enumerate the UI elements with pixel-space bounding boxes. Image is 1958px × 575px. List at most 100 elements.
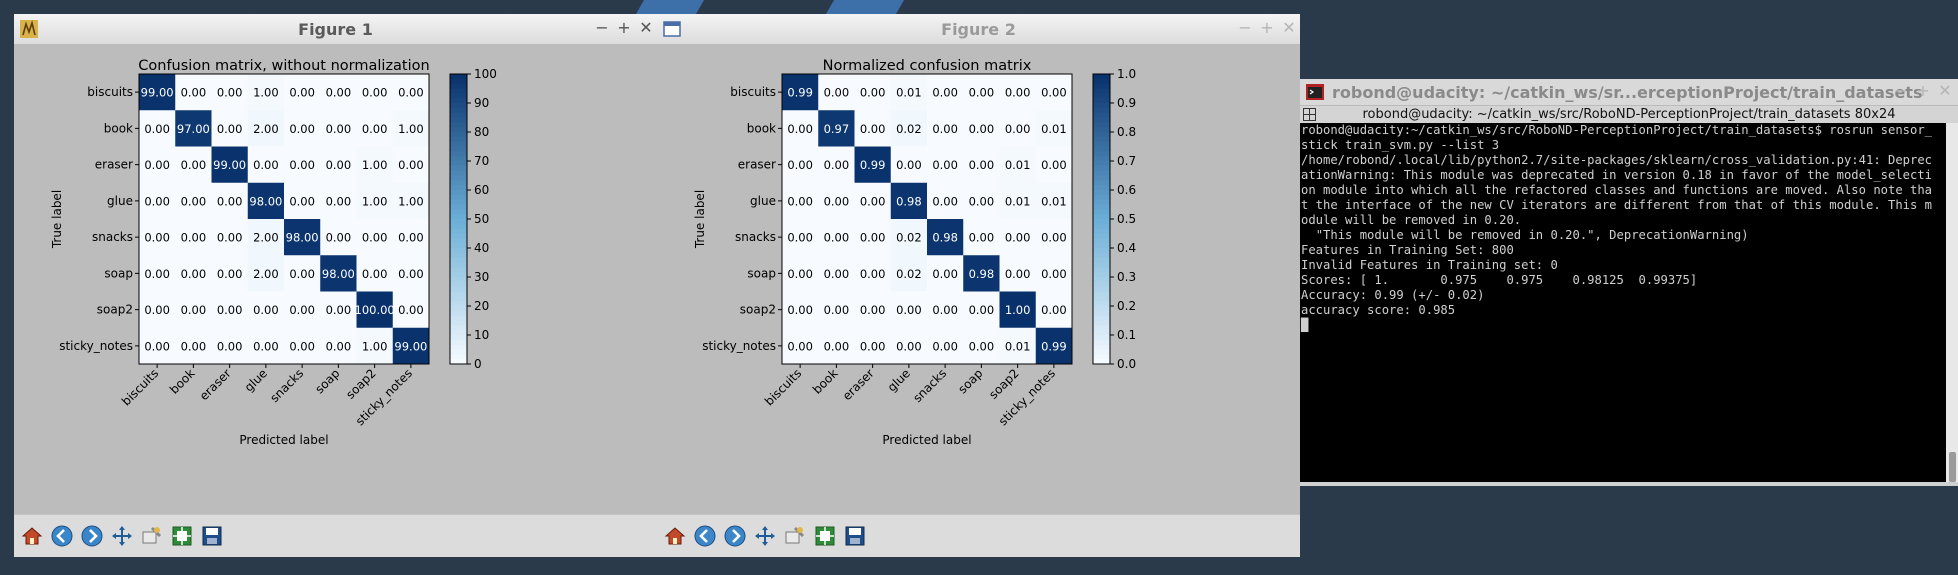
- colorbar-segment: [450, 83, 467, 90]
- save-icon[interactable]: [200, 524, 224, 548]
- colorbar-segment: [1093, 267, 1110, 273]
- close-button[interactable]: ✕: [1282, 18, 1296, 37]
- matrix-cell: [175, 327, 212, 365]
- matrix-cell: [854, 146, 892, 184]
- colorbar-tick-label: 60: [474, 183, 489, 197]
- matrix-cell: [175, 74, 212, 111]
- maximize-button[interactable]: +: [1260, 18, 1274, 37]
- maximize-button[interactable]: +: [617, 18, 631, 37]
- figure-canvas: Confusion matrix, without normalization 9…: [14, 44, 657, 557]
- colorbar-segment: [1093, 277, 1110, 283]
- pan-icon[interactable]: [753, 524, 777, 548]
- colorbar-segment: [1093, 223, 1110, 230]
- colorbar-tick-label: 0.8: [1117, 125, 1136, 139]
- matrix-cell: [247, 182, 285, 220]
- colorbar-segment: [1093, 344, 1110, 351]
- colorbar-tick-label: 0.5: [1117, 212, 1136, 226]
- colorbar-segment: [450, 180, 467, 186]
- zoom-icon[interactable]: [140, 524, 164, 548]
- colorbar-segment: [1093, 291, 1110, 297]
- figure-1-window[interactable]: Figure 1 − + ✕ Confusion matrix, without…: [14, 14, 657, 557]
- matrix-cell: [392, 291, 430, 329]
- x-tick-label: snacks: [910, 366, 949, 405]
- colorbar-segment: [1093, 151, 1110, 157]
- terminal-scrollbar[interactable]: [1946, 123, 1958, 486]
- cell-value-label: 0.01: [1041, 122, 1067, 136]
- back-icon[interactable]: [693, 524, 717, 548]
- minimize-button[interactable]: −: [595, 18, 609, 37]
- matrix-cell: [927, 182, 964, 220]
- cell-value-label: 0.00: [326, 86, 352, 100]
- confusion-matrix-chart: Confusion matrix, without normalization 9…: [50, 58, 497, 447]
- matrix-cell: [320, 255, 357, 292]
- figure-1-titlebar[interactable]: Figure 1 − + ✕: [14, 14, 657, 45]
- cell-value-label: 0.00: [969, 194, 995, 208]
- y-tick-label: soap: [104, 266, 133, 280]
- cell-value-label: 1.00: [362, 194, 388, 208]
- terminal-output[interactable]: robond@udacity:~/catkin_ws/src/RoboND-Pe…: [1301, 123, 1933, 332]
- cell-value-label: 2.00: [253, 267, 279, 281]
- figure-2-titlebar[interactable]: Figure 2 − + ✕: [657, 14, 1300, 45]
- forward-icon[interactable]: [80, 524, 104, 548]
- home-icon[interactable]: [663, 524, 687, 548]
- matrix-cell: [890, 146, 928, 184]
- terminal-titlebar[interactable]: robond@udacity: ~/catkin_ws/sr...ercepti…: [1300, 79, 1958, 105]
- matrix-cell: [175, 182, 212, 220]
- cell-value-label: 0.00: [398, 303, 424, 317]
- colorbar-segment: [450, 141, 467, 148]
- cell-value-label: 0.00: [860, 303, 886, 317]
- zoom-icon[interactable]: [783, 524, 807, 548]
- cell-value-label: 0.98: [969, 267, 995, 281]
- home-icon[interactable]: [20, 524, 44, 548]
- minimize-button[interactable]: −: [1894, 81, 1908, 100]
- cell-value-label: 0.00: [787, 303, 813, 317]
- colorbar-segment: [450, 190, 467, 196]
- colorbar-segment: [1093, 146, 1110, 152]
- figure-2-window[interactable]: Figure 2 − + ✕ Normalized confusion matr…: [657, 14, 1300, 557]
- cell-value-label: 0.99: [787, 86, 813, 100]
- matrix-cell: [139, 219, 176, 256]
- matrix-cell: [782, 74, 819, 111]
- x-axis-label: Predicted label: [239, 433, 328, 447]
- colorbar-segment: [1093, 136, 1110, 143]
- split-pane-icon[interactable]: [1303, 108, 1316, 121]
- matrix-cell: [1035, 182, 1073, 220]
- colorbar-tick-label: 50: [474, 212, 489, 226]
- forward-icon[interactable]: [723, 524, 747, 548]
- matrix-cell: [818, 74, 855, 111]
- colorbar-segment: [1093, 93, 1110, 99]
- cell-value-label: 0.00: [289, 158, 315, 172]
- back-icon[interactable]: [50, 524, 74, 548]
- maximize-button[interactable]: +: [1916, 81, 1930, 100]
- cell-value-label: 0.00: [181, 158, 207, 172]
- terminal-tab-title: robond@udacity: ~/catkin_ws/src/RoboND-P…: [1362, 107, 1896, 122]
- figure-toolbar: [14, 514, 657, 557]
- matrix-cell: [139, 146, 176, 184]
- cell-value-label: 0.00: [1041, 158, 1067, 172]
- minimize-button[interactable]: −: [1238, 18, 1252, 37]
- cell-value-label: 0.01: [1005, 158, 1031, 172]
- subplots-icon[interactable]: [170, 524, 194, 548]
- colorbar-segment: [450, 233, 467, 239]
- terminal-window[interactable]: robond@udacity: ~/catkin_ws/sr...ercepti…: [1300, 79, 1958, 486]
- cell-value-label: 0.00: [969, 303, 995, 317]
- cell-value-label: 0.00: [362, 86, 388, 100]
- matrix-cell: [818, 219, 855, 256]
- matrix-cell: [818, 291, 855, 329]
- colorbar-segment: [1093, 74, 1110, 80]
- pan-icon[interactable]: [110, 524, 134, 548]
- scrollbar-thumb[interactable]: [1949, 452, 1956, 482]
- matrix-cell: [284, 255, 321, 292]
- colorbar-segment: [450, 78, 467, 85]
- save-icon[interactable]: [843, 524, 867, 548]
- y-tick-label: snacks: [92, 230, 133, 244]
- subplots-icon[interactable]: [813, 524, 837, 548]
- close-button[interactable]: ✕: [1938, 81, 1952, 100]
- cell-value-label: 0.00: [289, 194, 315, 208]
- cell-value-label: 0.00: [289, 86, 315, 100]
- matrix-cell: [211, 327, 249, 365]
- close-button[interactable]: ✕: [639, 18, 653, 37]
- x-tick-label: book: [810, 366, 841, 397]
- matrix-cell: [999, 327, 1037, 365]
- colorbar-segment: [450, 262, 467, 268]
